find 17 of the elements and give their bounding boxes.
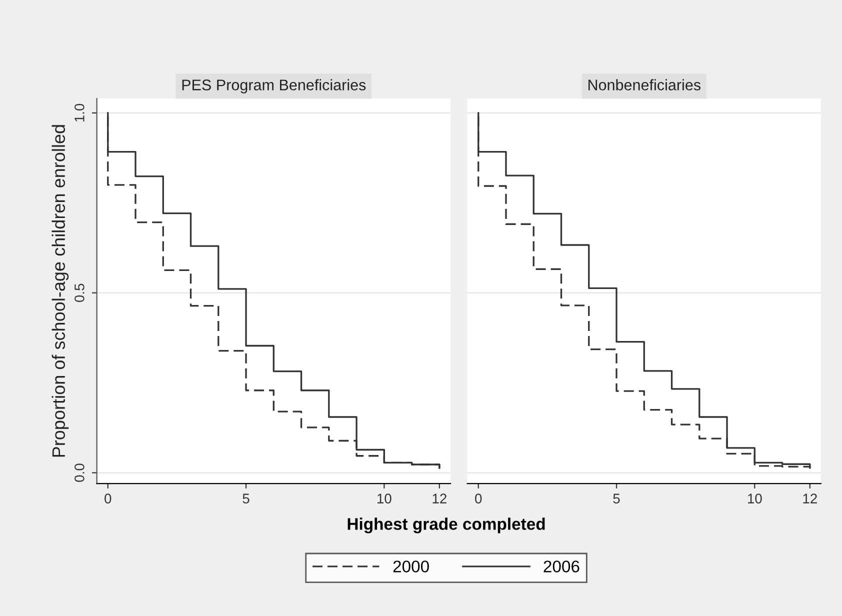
- x-tick-label: 5: [613, 494, 620, 504]
- chart-title: Nonbeneficiaries: [588, 79, 700, 90]
- x-tick-label: 0: [104, 494, 112, 504]
- y-tick-label: 0.0: [74, 464, 84, 482]
- x-tick-label: 5: [242, 494, 250, 504]
- y-tick-label: 0.5: [74, 284, 84, 302]
- x-tick-label: 0: [475, 494, 482, 504]
- chart-title: PES Program Beneficiaries: [182, 79, 366, 94]
- legend-label: 2000: [393, 560, 429, 572]
- x-tick-label: 12: [432, 494, 446, 504]
- x-tick-label: 10: [378, 494, 392, 504]
- x-axis-title: Highest grade completed: [348, 518, 545, 534]
- y-axis-title: Proportion of school-age children enrolled: [52, 125, 69, 457]
- legend-label: 2006: [544, 560, 580, 572]
- x-tick-label: 10: [748, 494, 762, 504]
- y-tick-label: 1.0: [74, 104, 84, 122]
- x-tick-label: 12: [803, 494, 817, 504]
